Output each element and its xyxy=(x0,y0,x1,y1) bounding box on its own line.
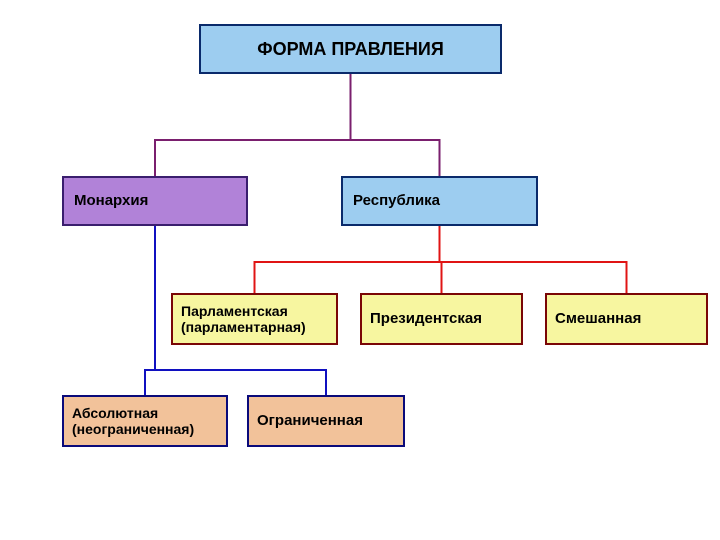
node-absolute: Абсолютная (неограниченная) xyxy=(62,395,228,447)
node-root-label: ФОРМА ПРАВЛЕНИЯ xyxy=(257,39,444,60)
edges-layer xyxy=(0,0,720,540)
node-monarchy-label: Монархия xyxy=(74,192,148,209)
node-mixed: Смешанная xyxy=(545,293,708,345)
node-monarchy: Монархия xyxy=(62,176,248,226)
node-absolute-label: Абсолютная (неограниченная) xyxy=(72,405,226,437)
node-parliamentary-label: Парламентская (парламентарная) xyxy=(181,303,336,335)
node-republic: Республика xyxy=(341,176,538,226)
node-limited: Ограниченная xyxy=(247,395,405,447)
node-mixed-label: Смешанная xyxy=(555,310,641,327)
node-limited-label: Ограниченная xyxy=(257,412,363,429)
diagram-canvas: ФОРМА ПРАВЛЕНИЯ Монархия Республика Парл… xyxy=(0,0,720,540)
node-presidential: Президентская xyxy=(360,293,523,345)
node-root: ФОРМА ПРАВЛЕНИЯ xyxy=(199,24,502,74)
node-republic-label: Республика xyxy=(353,192,440,209)
node-parliamentary: Парламентская (парламентарная) xyxy=(171,293,338,345)
node-presidential-label: Президентская xyxy=(370,310,482,327)
